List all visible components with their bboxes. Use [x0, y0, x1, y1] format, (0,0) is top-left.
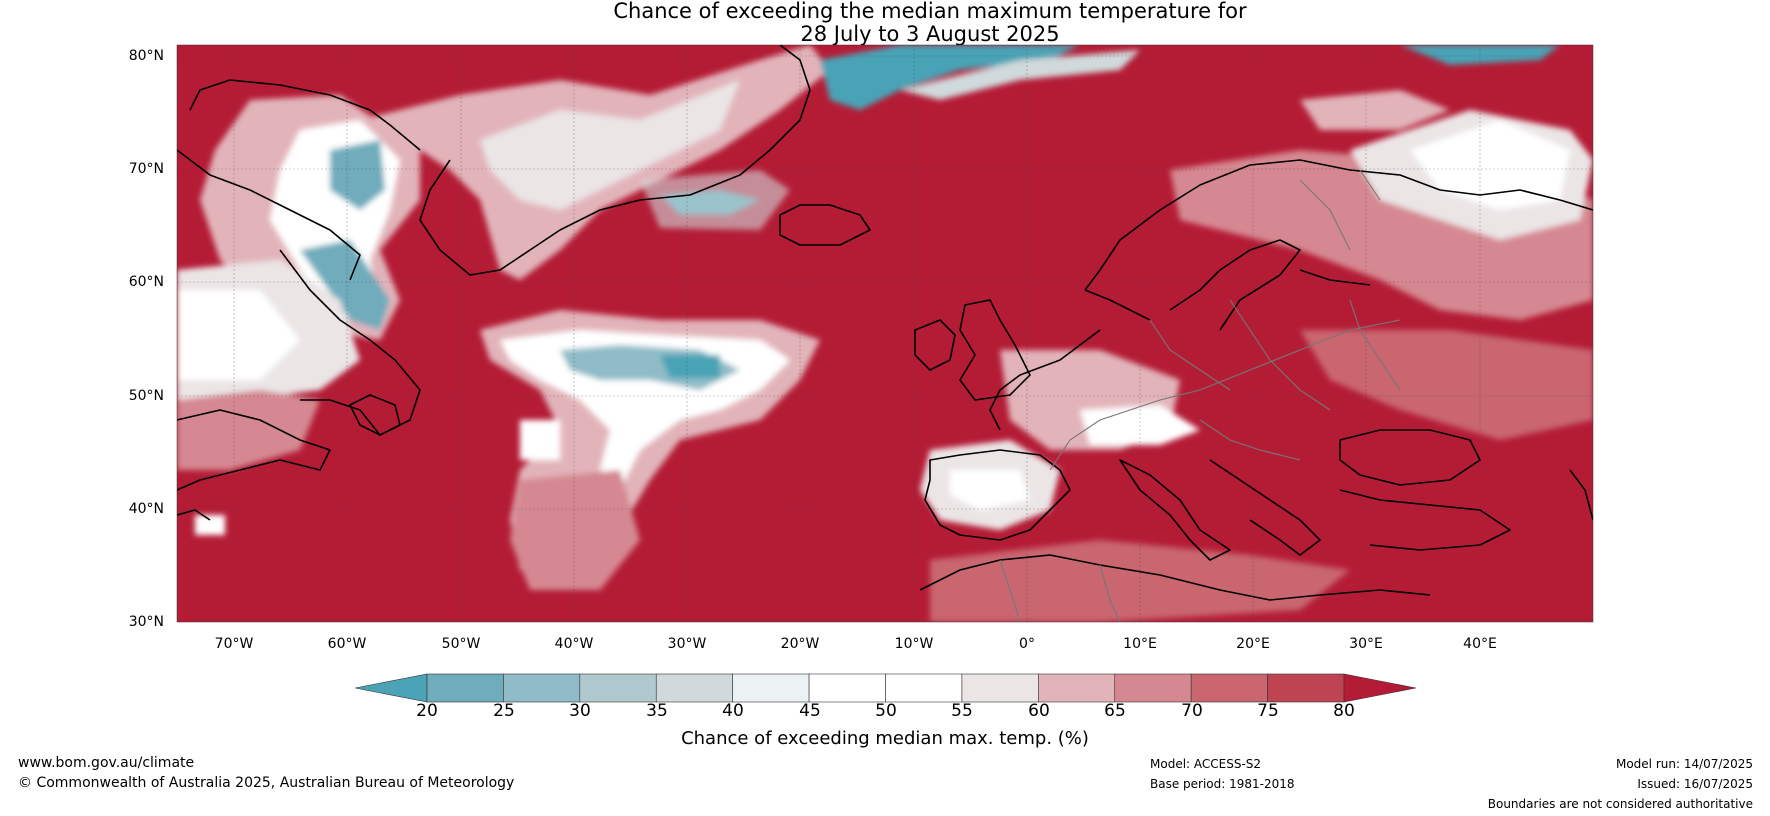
- lat-label-80n: 80°N: [128, 48, 164, 64]
- region-iberia-core: [950, 470, 1030, 510]
- region-greenland-core: [480, 80, 740, 210]
- lon-label-50w: 50°W: [441, 636, 481, 652]
- footer-website[interactable]: www.bom.gov.au/climate: [18, 755, 195, 771]
- lat-label-60n: 60°N: [128, 274, 164, 290]
- coast-italy: [1119, 459, 1231, 561]
- region-east-europe: [1300, 330, 1593, 440]
- lat-label-30n: 30°N: [128, 614, 164, 630]
- lon-label-0: 0°: [1019, 636, 1035, 652]
- footer-copyright: © Commonwealth of Australia 2025, Austra…: [18, 775, 515, 791]
- lon-label-30e: 30°E: [1349, 636, 1383, 652]
- lon-label-60w: 60°W: [327, 636, 367, 652]
- lon-label-20e: 20°E: [1236, 636, 1270, 652]
- footer-model-run: Model run: 14/07/2025: [1615, 757, 1753, 771]
- lat-label-70n: 70°N: [128, 161, 164, 177]
- colorbar-arrow-low: [354, 673, 428, 703]
- region-cape-cod-patch: [195, 515, 225, 535]
- coast-us-east: [177, 509, 211, 521]
- colorbar-tick-60: 60: [1028, 701, 1050, 721]
- region-azores-tail: [510, 470, 640, 590]
- lon-label-10w: 10°W: [894, 636, 934, 652]
- lon-label-70w: 70°W: [214, 636, 254, 652]
- coast-finland-gulf: [1299, 269, 1371, 286]
- country-borders: [999, 169, 1401, 622]
- colorbar-tick-70: 70: [1181, 701, 1203, 721]
- map-frame: [176, 44, 1594, 623]
- colorbar-tick-65: 65: [1104, 701, 1126, 721]
- coast-greenland-west: [189, 79, 421, 151]
- colorbar-segment: [961, 673, 1039, 703]
- colorbar-arrow-high: [1343, 673, 1417, 703]
- colorbar-segment: [655, 673, 733, 703]
- title-line-2: 28 July to 3 August 2025: [800, 22, 1060, 46]
- coast-sweden: [1169, 239, 1301, 331]
- lon-label-40w: 40°W: [554, 636, 594, 652]
- coast-turkey: [1339, 489, 1511, 551]
- colorbar-segment: [426, 673, 504, 703]
- coast-baffin: [177, 149, 361, 281]
- graticule: [177, 45, 1593, 622]
- title-line-1: Chance of exceeding the median maximum t…: [613, 0, 1247, 23]
- colorbar-segment: [885, 673, 963, 703]
- footer-issued: Issued: 16/07/2025: [1637, 777, 1753, 791]
- region-north-atlantic-coolest: [660, 355, 720, 378]
- region-greenland-sea-edge: [900, 50, 1140, 100]
- lon-label-10e: 10°E: [1123, 636, 1157, 652]
- colorbar-tick-20: 20: [416, 701, 438, 721]
- region-baffin-cool: [330, 140, 385, 210]
- temperature-map: [176, 44, 1594, 623]
- coast-caspian: [1569, 469, 1593, 521]
- coast-britain: [959, 299, 1031, 401]
- colorbar-tick-45: 45: [799, 701, 821, 721]
- lat-label-50n: 50°N: [128, 388, 164, 404]
- coast-scandinavia: [1084, 159, 1593, 291]
- coast-balkans: [1209, 459, 1321, 556]
- coast-iceland: [779, 204, 871, 246]
- colorbar-segment: [503, 673, 581, 703]
- region-hudson-cool: [300, 240, 390, 330]
- lon-label-30w: 30°W: [667, 636, 707, 652]
- coast-north-africa: [919, 554, 1431, 601]
- region-quebec: [177, 390, 320, 470]
- coast-nova-scotia: [177, 409, 331, 491]
- colorbar-segment: [1038, 673, 1116, 703]
- coast-norway-south: [1084, 289, 1151, 321]
- colorbar-segment: [579, 673, 657, 703]
- footer-base-period: Base period: 1981-2018: [1150, 777, 1295, 791]
- coast-iberia: [924, 449, 1071, 541]
- colorbar-segment: [1114, 673, 1192, 703]
- coast-newfoundland: [349, 394, 401, 436]
- lat-label-40n: 40°N: [128, 501, 164, 517]
- colorbar-tick-25: 25: [493, 701, 515, 721]
- lon-label-40e: 40°E: [1463, 636, 1497, 652]
- colorbar-tick-55: 55: [951, 701, 973, 721]
- colorbar-segment: [1190, 673, 1268, 703]
- region-labrador-core: [177, 290, 300, 380]
- colorbar-tick-50: 50: [875, 701, 897, 721]
- colorbar-segment: [732, 673, 810, 703]
- coast-ireland: [914, 319, 956, 371]
- region-kola-core: [1410, 120, 1570, 210]
- region-east-greenland-coast-edge: [640, 170, 790, 230]
- coast-western-europe: [989, 329, 1101, 431]
- coast-greenland: [419, 45, 811, 276]
- colorbar-tick-30: 30: [569, 701, 591, 721]
- footer-model: Model: ACCESS-S2: [1150, 757, 1262, 771]
- colorbar-tick-35: 35: [646, 701, 668, 721]
- coastlines: [177, 45, 1593, 601]
- lon-label-20w: 20°W: [780, 636, 820, 652]
- region-barents: [1300, 90, 1450, 130]
- map-title: Chance of exceeding the median maximum t…: [0, 0, 1770, 46]
- colorbar-tick-40: 40: [722, 701, 744, 721]
- colorbar-tick-80: 80: [1333, 701, 1355, 721]
- region-azores-patch: [520, 420, 560, 460]
- colorbar-tick-75: 75: [1257, 701, 1279, 721]
- colorbar-label: Chance of exceeding median max. temp. (%…: [681, 728, 1089, 749]
- colorbar-segment: [1267, 673, 1345, 703]
- colorbar-segment: [808, 673, 886, 703]
- footer-disclaimer: Boundaries are not considered authoritat…: [1487, 797, 1753, 811]
- coast-black-sea: [1339, 429, 1481, 486]
